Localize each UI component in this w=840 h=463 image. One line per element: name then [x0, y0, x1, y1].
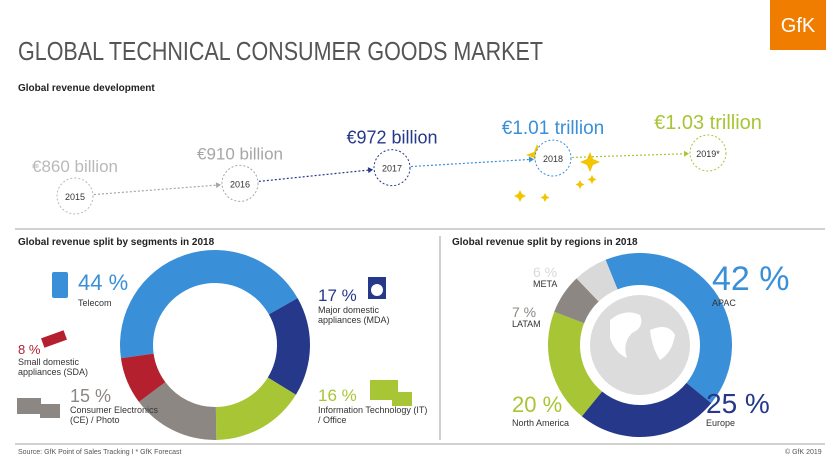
year-label: 2019* — [696, 149, 720, 159]
segment-label: Small domestic appliances (SDA) — [18, 357, 89, 377]
arrow-head — [215, 182, 222, 189]
value-label: 15 % — [70, 386, 112, 406]
segment-label: APAC — [712, 298, 736, 308]
segment-label: Information Technology (IT) / Office — [318, 405, 428, 425]
segment-label: North America — [512, 418, 570, 428]
year-circle — [534, 139, 572, 177]
connector — [571, 153, 688, 159]
value-label: €1.03 trillion — [654, 112, 762, 134]
footer-copyright: © GfK 2019 — [785, 449, 822, 456]
value-label: 6 % — [533, 264, 558, 280]
washer-icon — [371, 284, 383, 296]
donut-segment — [554, 278, 599, 324]
donut-segment — [120, 249, 298, 359]
value-label: 25 % — [706, 388, 770, 419]
donut-segment — [576, 259, 618, 302]
section-title: Global revenue split by regions in 2018 — [452, 237, 638, 248]
mixer-icon — [41, 330, 67, 348]
donut-segment — [215, 377, 296, 440]
donut-segment — [547, 311, 603, 417]
arrow-head — [367, 167, 374, 174]
printer-icon — [392, 392, 412, 406]
value-label: €910 billion — [197, 144, 283, 163]
donut-segment — [605, 253, 733, 404]
value-label: 17 % — [318, 286, 357, 305]
donut-segment — [581, 382, 712, 438]
segment-label: Consumer Electronics (CE) / Photo — [70, 405, 159, 425]
segment-label: META — [533, 279, 558, 289]
arrow-head — [528, 156, 535, 163]
value-label: €1.01 trillion — [502, 118, 604, 139]
globe — [590, 295, 690, 395]
year-label: 2015 — [65, 192, 85, 202]
connector — [410, 158, 533, 168]
value-label: 7 % — [512, 304, 537, 320]
connector — [258, 169, 372, 182]
value-label: 8 % — [18, 342, 41, 357]
value-label: €972 billion — [346, 128, 437, 148]
phone-icon — [52, 272, 68, 298]
donut-segment — [267, 298, 311, 395]
logo: GfK — [781, 15, 816, 37]
logo-box — [770, 0, 826, 50]
segment-label: LATAM — [512, 319, 541, 329]
segment-label: Major domestic appliances (MDA) — [318, 305, 390, 325]
segment-label: Europe — [706, 418, 736, 428]
globe-land — [610, 312, 675, 360]
laptop-icon — [370, 380, 398, 400]
value-label: 42 % — [712, 260, 790, 298]
value-label: €860 billion — [32, 157, 118, 176]
year-circle — [56, 177, 94, 215]
section-title: Global revenue split by segments in 2018 — [18, 237, 215, 248]
year-label: 2016 — [230, 179, 250, 189]
value-label: 16 % — [318, 386, 357, 405]
camera-icon — [40, 404, 60, 418]
arrow-head — [683, 150, 690, 157]
year-circle — [221, 164, 259, 202]
connector — [93, 184, 220, 196]
value-label: 20 % — [512, 392, 563, 417]
radio-icon — [17, 398, 41, 414]
value-label: 44 % — [78, 270, 129, 295]
donut-segment — [120, 353, 166, 402]
footer-source: Source: GfK Point of Sales Tracking I * … — [18, 449, 182, 456]
year-circle — [689, 134, 727, 172]
segment-label: Telecom — [78, 298, 112, 308]
year-circle — [373, 149, 411, 187]
year-label: 2018 — [543, 154, 563, 164]
page-title: GLOBAL TECHNICAL CONSUMER GOODS MARKET — [18, 36, 543, 66]
section-title: Global revenue development — [18, 83, 155, 94]
donut-segment — [138, 382, 217, 440]
year-label: 2017 — [382, 164, 402, 174]
